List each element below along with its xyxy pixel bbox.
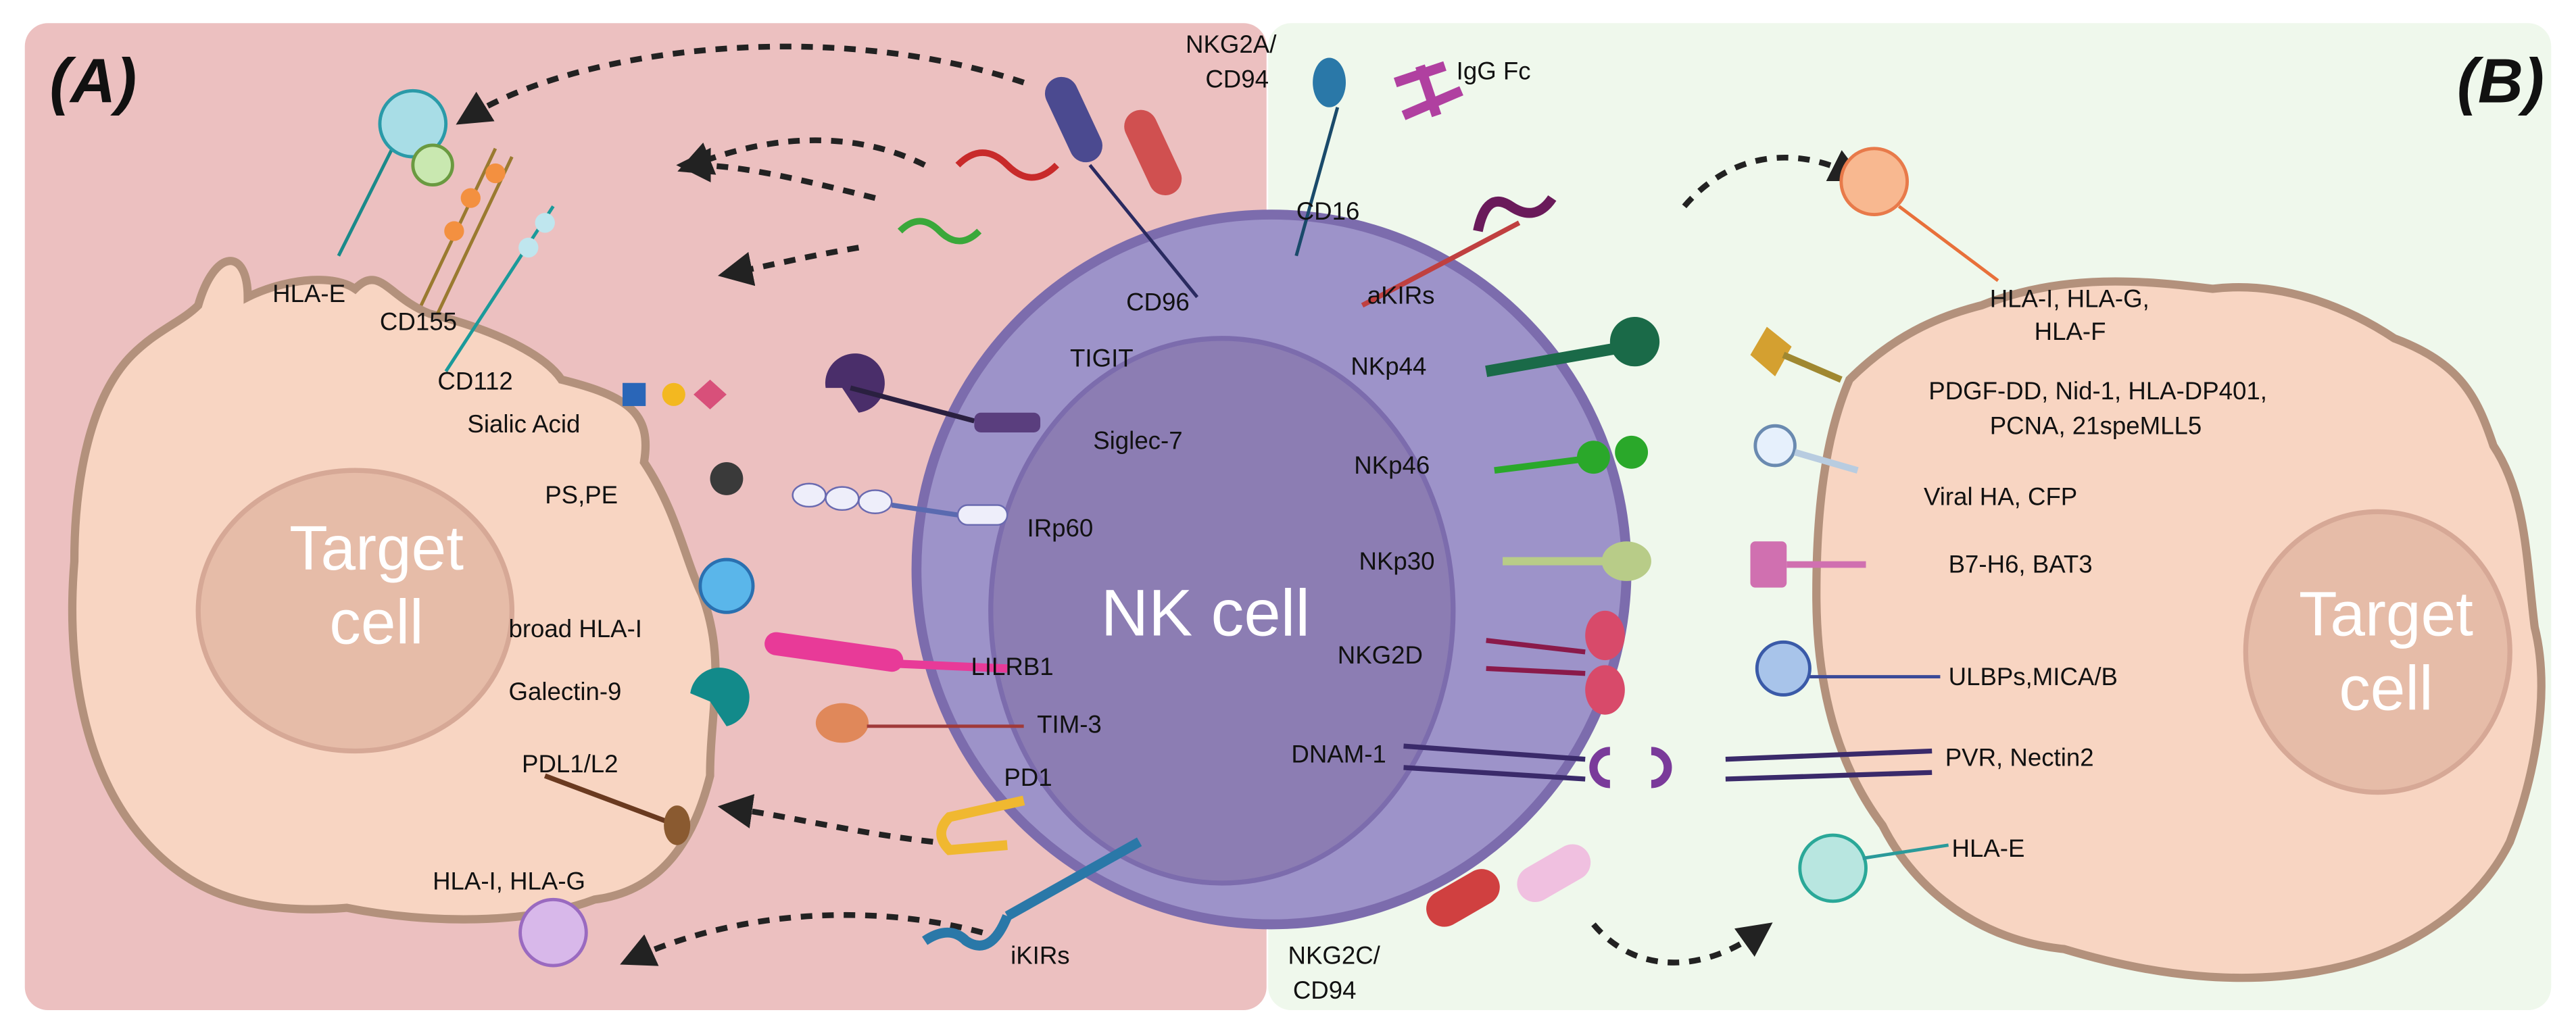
pvr-icon [1725, 748, 1933, 762]
label-akirs: aKIRs [1367, 281, 1435, 309]
pdl1-icon [543, 773, 678, 828]
label-cd112: CD112 [437, 368, 512, 395]
label-nkp30: NKp30 [1359, 547, 1435, 575]
label-hla-e-right: HLA-E [1952, 834, 2025, 862]
target-cell-label: cell [329, 587, 423, 657]
label-hla-e: HLA-E [272, 280, 345, 307]
dnam1-icon [1403, 743, 1586, 762]
akirs-icon [1361, 220, 1521, 308]
label-lilrb1: LILRB1 [971, 653, 1053, 680]
igg-fc-icon [1393, 61, 1463, 120]
cd94-activating-icon [1517, 844, 1591, 903]
label-ps-pe: PS,PE [545, 481, 618, 509]
viral-ha-icon [1753, 424, 1797, 468]
ikirs-icon [1004, 837, 1142, 921]
label-cd16: CD16 [1296, 197, 1360, 225]
panel-a-label: (A) [49, 45, 137, 116]
nkg2d-icon [1486, 638, 1586, 655]
siglec-7-icon [825, 353, 885, 413]
arrow-akirs-hla [1682, 150, 1866, 209]
nk-nucleus [988, 336, 1456, 886]
cd16-icon [1313, 57, 1346, 107]
label-pdgf-dd: PDGF-DD, Nid-1, HLA-DP401, [1928, 377, 2267, 405]
pdgf-dd-icon [1750, 326, 1792, 376]
arrow-cd96-cd155 [677, 137, 926, 175]
panel-b-label: (B) [2457, 45, 2544, 116]
label-nkg2d: NKG2D [1338, 641, 1423, 669]
nk-cell-label: NK cell [1101, 576, 1310, 649]
ulbps-icon [1755, 640, 1812, 697]
right-target-cell: Target cell [1812, 277, 2546, 982]
b7-h6-icon [1750, 541, 1787, 588]
label-cd94-activating: CD94 [1293, 976, 1357, 1004]
label-sialic-acid: Sialic Acid [467, 410, 580, 438]
label-pd1: PD1 [1004, 764, 1052, 791]
label-viral-ha: Viral HA, CFP [1924, 483, 2077, 511]
label-irp60: IRp60 [1027, 514, 1094, 542]
label-siglec-7: Siglec-7 [1093, 426, 1182, 454]
arrow-pd1-pdl1 [717, 794, 933, 845]
label-cd94: CD94 [1205, 65, 1269, 93]
label-ikirs: iKIRs [1011, 942, 1070, 970]
cd112-icon [444, 205, 555, 372]
label-hla-i-hla-g: HLA-I, HLA-G [433, 868, 585, 895]
arrow-nkg2a-hla-e [456, 43, 1025, 125]
irp60-icon [956, 504, 1008, 526]
label-nkg2a: NKG2A/ [1186, 30, 1277, 58]
target-cell-label: Target [289, 513, 464, 583]
nkp46-icon [1494, 455, 1586, 474]
lilrb1-icon [764, 632, 904, 672]
ps-pe-icon [710, 461, 744, 495]
label-tim-3: TIM-3 [1037, 711, 1102, 739]
pd1-icon [936, 795, 1025, 855]
arrow-tigit-cd112 [717, 245, 860, 286]
label-ulbps: ULBPs,MICA/B [1949, 663, 2118, 691]
label-broad-hla-i: broad HLA-I [508, 615, 641, 643]
nucleus [2243, 509, 2512, 795]
cd96-icon [955, 149, 1059, 181]
hla-e-right-icon [1798, 833, 1868, 903]
label-galectin-9: Galectin-9 [508, 678, 621, 705]
galectin-9-icon [690, 668, 750, 726]
tim3-icon [815, 703, 869, 743]
nk-cell: NK cell [911, 209, 1632, 930]
sialic-acid-icon [623, 382, 646, 406]
broad-hla-i-icon [698, 557, 755, 614]
label-b7-h6: B7-H6, BAT3 [1949, 551, 2093, 578]
label-cd96: CD96 [1126, 288, 1190, 316]
label-igg-fc: IgG Fc [1457, 57, 1531, 84]
target-cell-label: Target [2299, 578, 2473, 649]
left-target-cell: Target cell [68, 257, 720, 924]
nkg2a-icon [1044, 76, 1102, 163]
cd94-icon [1124, 109, 1182, 196]
arrow-ikirs-hla [620, 911, 983, 966]
label-tigit: TIGIT [1070, 344, 1134, 372]
tigit-icon [897, 218, 982, 245]
nkg2c-icon [1426, 869, 1500, 927]
label-dnam-1: DNAM-1 [1291, 741, 1386, 768]
label-nkp44: NKp44 [1351, 353, 1426, 380]
nucleus [195, 468, 515, 754]
label-hla-f: HLA-F [2035, 318, 2106, 345]
nkp44-icon [1485, 341, 1628, 378]
label-pcna: PCNA, 21speMLL5 [1990, 411, 2202, 439]
arrow-tigit-cd155 [676, 147, 876, 201]
label-nkg2c: NKG2C/ [1288, 942, 1381, 970]
hla-i-g-f-icon [1839, 147, 1910, 217]
label-pvr: PVR, Nectin2 [1945, 743, 2094, 771]
arrow-nkg2c-hla-e [1591, 922, 1773, 966]
label-nkp46: NKp46 [1354, 451, 1430, 479]
label-cd155: CD155 [380, 308, 457, 336]
label-hla-i-g: HLA-I, HLA-G, [1990, 284, 2149, 312]
target-cell-label: cell [2339, 653, 2433, 723]
label-pdl1-l2: PDL1/L2 [522, 750, 618, 778]
hla-e-stem [337, 139, 398, 257]
hla-i-hla-g-icon [518, 897, 588, 968]
